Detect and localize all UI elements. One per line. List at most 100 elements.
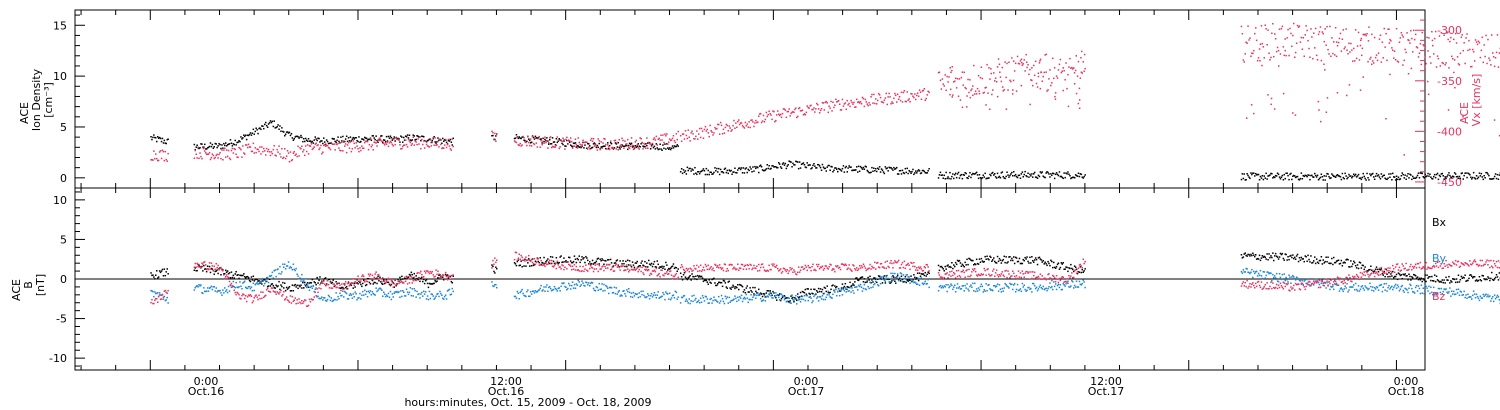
data-point <box>165 158 167 161</box>
data-point <box>714 167 716 169</box>
data-point <box>271 283 274 285</box>
data-point <box>1053 285 1056 288</box>
data-point <box>649 295 652 297</box>
data-point <box>850 166 852 168</box>
data-point <box>1024 70 1026 72</box>
data-point <box>710 130 712 132</box>
data-point <box>1066 87 1068 90</box>
data-point <box>273 270 275 272</box>
data-point <box>583 147 585 149</box>
data-point <box>636 144 638 146</box>
data-point <box>660 266 662 269</box>
data-point <box>998 175 1001 178</box>
data-point <box>1434 280 1437 283</box>
data-point <box>634 141 637 143</box>
data-point <box>369 138 372 140</box>
data-point <box>360 298 362 300</box>
data-point <box>496 268 498 270</box>
data-point <box>1246 268 1248 270</box>
data-point <box>797 297 800 299</box>
data-point <box>1280 176 1283 178</box>
data-point <box>393 136 395 138</box>
data-point <box>345 292 348 295</box>
data-point <box>413 272 415 275</box>
data-point <box>845 165 847 168</box>
data-point <box>385 143 388 145</box>
data-point <box>642 264 644 266</box>
data-point <box>1444 176 1446 178</box>
data-point <box>826 102 828 104</box>
data-point <box>1307 39 1309 42</box>
data-point <box>214 290 216 292</box>
data-point <box>668 138 671 140</box>
data-point <box>361 145 363 147</box>
data-point <box>896 173 899 175</box>
data-point <box>1261 175 1264 177</box>
data-point <box>413 144 415 146</box>
data-point <box>312 142 314 144</box>
data-point <box>364 140 367 143</box>
data-point <box>1358 59 1361 61</box>
data-point <box>1049 69 1051 71</box>
data-point <box>640 290 642 293</box>
outlier-point <box>1447 38 1449 41</box>
data-point <box>205 148 208 150</box>
data-point <box>444 294 447 296</box>
data-point <box>733 171 735 173</box>
data-point <box>810 168 812 170</box>
data-point <box>287 261 290 263</box>
data-point <box>785 297 788 299</box>
data-point <box>226 291 229 294</box>
data-point <box>957 95 960 97</box>
data-point <box>591 282 594 284</box>
data-point <box>237 286 239 289</box>
data-point <box>735 171 737 174</box>
data-point <box>351 148 354 150</box>
data-point <box>896 276 898 278</box>
data-point <box>672 263 675 265</box>
data-point <box>813 288 815 290</box>
data-point <box>1034 60 1037 63</box>
data-point <box>911 279 913 281</box>
data-point <box>225 289 228 291</box>
data-point <box>204 143 206 146</box>
data-point <box>353 138 355 140</box>
data-point <box>270 274 273 277</box>
data-point <box>1282 46 1285 48</box>
data-point <box>662 134 664 136</box>
data-point <box>682 274 685 276</box>
data-point <box>917 277 920 280</box>
data-point <box>642 148 644 150</box>
data-point <box>317 295 319 297</box>
data-point <box>346 144 349 146</box>
data-point <box>666 292 668 295</box>
data-point <box>751 171 753 173</box>
data-point <box>653 145 656 148</box>
data-point <box>1262 256 1265 258</box>
data-point <box>797 299 800 301</box>
data-point <box>1433 280 1435 282</box>
data-point <box>427 286 430 289</box>
data-point <box>608 146 610 148</box>
data-point <box>704 125 707 128</box>
data-point <box>1251 254 1253 257</box>
data-point <box>737 120 739 123</box>
data-point <box>1053 281 1055 283</box>
data-point <box>1063 172 1065 174</box>
data-point <box>887 277 889 280</box>
data-point <box>855 169 857 171</box>
data-point <box>1495 177 1498 180</box>
data-point <box>358 136 360 138</box>
data-point <box>224 273 226 275</box>
data-point <box>921 282 924 284</box>
data-point <box>995 177 998 179</box>
data-point <box>298 137 300 139</box>
data-point <box>433 136 435 138</box>
data-point <box>532 264 535 267</box>
data-point <box>966 283 968 285</box>
data-point <box>668 298 670 300</box>
data-point <box>864 288 867 290</box>
data-point <box>963 266 965 268</box>
data-point <box>158 151 161 153</box>
data-point <box>1297 26 1300 28</box>
